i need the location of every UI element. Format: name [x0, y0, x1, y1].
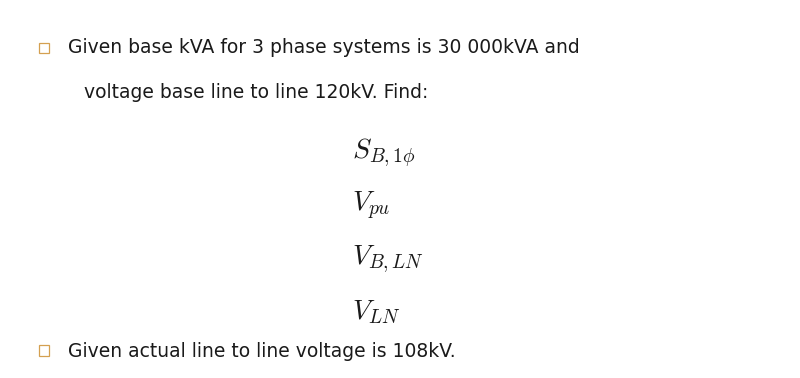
- Text: $V_{pu}$: $V_{pu}$: [352, 190, 390, 222]
- FancyBboxPatch shape: [39, 345, 50, 356]
- Text: Given actual line to line voltage is 108kV.: Given actual line to line voltage is 108…: [68, 342, 456, 361]
- Text: voltage base line to line 120kV. Find:: voltage base line to line 120kV. Find:: [84, 83, 428, 102]
- Text: $V_{B,LN}$: $V_{B,LN}$: [352, 243, 424, 275]
- Text: $V_{LN}$: $V_{LN}$: [352, 298, 401, 326]
- FancyBboxPatch shape: [39, 43, 50, 53]
- Text: $S_{B,1\phi}$: $S_{B,1\phi}$: [352, 137, 415, 169]
- Text: Given base kVA for 3 phase systems is 30 000kVA and: Given base kVA for 3 phase systems is 30…: [68, 38, 580, 57]
